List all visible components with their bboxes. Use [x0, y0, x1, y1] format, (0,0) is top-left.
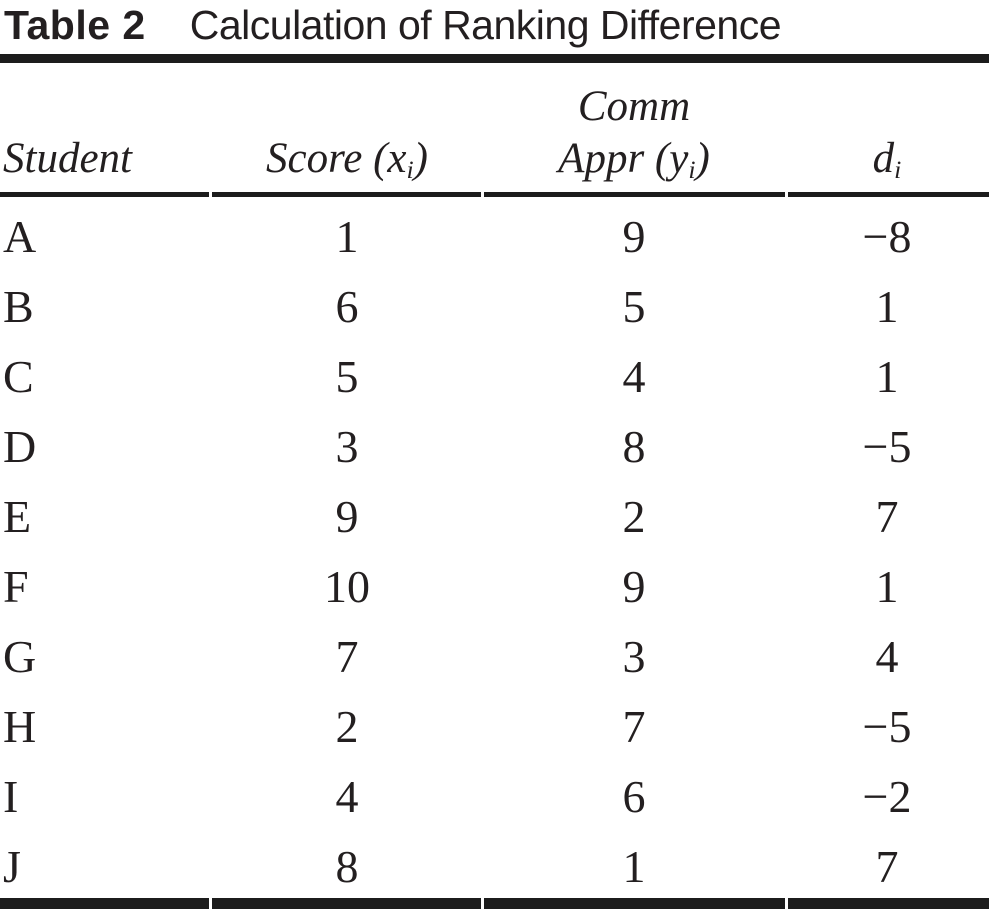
rule-segment — [484, 898, 785, 909]
column-header-student: Student — [0, 63, 211, 192]
bottom-rule — [0, 898, 989, 909]
column-header-d: di — [785, 63, 989, 192]
column-header-score: Score (xi) — [211, 63, 483, 192]
comm-appr-cell: 2 — [622, 490, 646, 542]
comm-appr-cell: 8 — [622, 420, 646, 472]
student-cell: E — [3, 490, 32, 542]
rule-segment — [0, 898, 209, 909]
table-row: D 3 8 −5 — [0, 411, 989, 481]
student-cell: I — [3, 770, 19, 822]
d-cell: 1 — [875, 560, 899, 612]
score-header-label: Score (xi) — [266, 135, 428, 185]
rule-segment — [788, 898, 989, 909]
score-cell: 3 — [335, 420, 359, 472]
d-cell: 1 — [875, 280, 899, 332]
table-caption: Table 2 Calculation of Ranking Difference — [4, 2, 984, 48]
score-cell: 5 — [335, 350, 359, 402]
table-label: Table 2 — [4, 2, 146, 48]
student-cell: C — [3, 350, 34, 402]
student-cell: F — [3, 560, 29, 612]
comm-appr-cell: 9 — [622, 560, 646, 612]
score-cell: 9 — [335, 490, 359, 542]
comm-appr-cell: 4 — [622, 350, 646, 402]
rule-segment — [212, 898, 481, 909]
d-cell: 7 — [875, 490, 899, 542]
comm-header-line1: Comm — [577, 83, 691, 130]
score-cell: 1 — [335, 210, 359, 262]
column-header-comm-appr: Comm Appr (yi) — [483, 63, 785, 192]
student-cell: G — [3, 630, 37, 682]
table-row: F 10 9 1 — [0, 551, 989, 621]
student-cell: A — [3, 210, 37, 262]
student-cell: J — [3, 840, 21, 892]
score-cell: 8 — [335, 840, 359, 892]
rule-segment — [0, 192, 209, 197]
student-header-label: Student — [3, 135, 132, 182]
d-cell: −5 — [862, 700, 912, 752]
student-cell: D — [3, 420, 37, 472]
appr-subscript: i — [688, 155, 696, 185]
table-row: B 6 5 1 — [0, 271, 989, 341]
score-cell: 10 — [324, 560, 370, 612]
table-row: H 2 7 −5 — [0, 691, 989, 761]
table-header-row: Student Score (xi) Comm Appr (yi) di — [0, 63, 989, 192]
score-cell: 4 — [335, 770, 359, 822]
table-row: A 1 9 −8 — [0, 201, 989, 271]
table-row: G 7 3 4 — [0, 621, 989, 691]
comm-appr-cell: 6 — [622, 770, 646, 822]
rule-segment — [788, 192, 989, 197]
comm-appr-cell: 7 — [622, 700, 646, 752]
d-cell: 1 — [875, 350, 899, 402]
d-cell: 7 — [875, 840, 899, 892]
score-cell: 6 — [335, 280, 359, 332]
comm-appr-cell: 3 — [622, 630, 646, 682]
score-cell: 7 — [335, 630, 359, 682]
comm-appr-cell: 5 — [622, 280, 646, 332]
table-row: E 9 2 7 — [0, 481, 989, 551]
comm-appr-cell: 1 — [622, 840, 646, 892]
comm-appr-cell: 9 — [622, 210, 646, 262]
d-cell: 4 — [875, 630, 899, 682]
header-rule — [0, 192, 989, 197]
table-body: A 1 9 −8 B 6 5 1 C 5 4 1 D 3 8 −5 E 9 2 … — [0, 197, 989, 902]
student-cell: B — [3, 280, 34, 332]
d-header-label: di — [872, 135, 902, 185]
table-row: C 5 4 1 — [0, 341, 989, 411]
rule-segment — [484, 192, 785, 197]
table-row: I 4 6 −2 — [0, 761, 989, 831]
d-cell: −5 — [862, 420, 912, 472]
d-cell: −2 — [862, 770, 912, 822]
student-cell: H — [3, 700, 37, 752]
d-subscript: i — [894, 155, 902, 185]
score-cell: 2 — [335, 700, 359, 752]
score-subscript: i — [406, 155, 414, 185]
table-row: J 8 1 7 — [0, 831, 989, 901]
top-rule — [0, 54, 989, 63]
rule-segment — [212, 192, 481, 197]
d-cell: −8 — [862, 210, 912, 262]
table-title: Calculation of Ranking Difference — [189, 2, 782, 48]
comm-header-line2: Appr (yi) — [558, 135, 710, 185]
